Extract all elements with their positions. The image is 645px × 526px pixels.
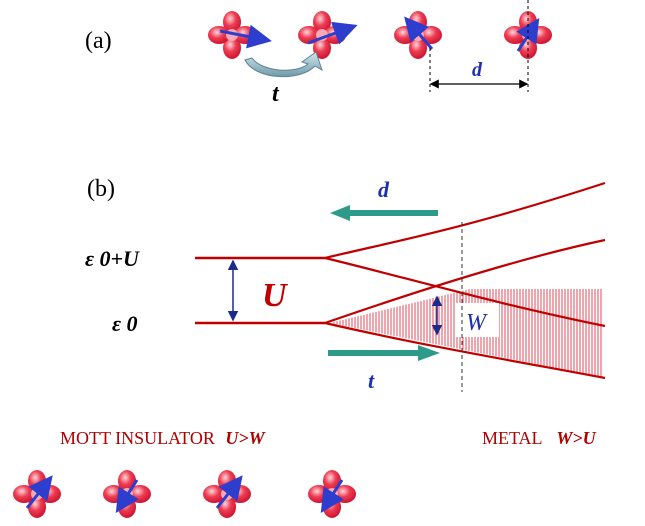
hopping-increase-arrow <box>328 345 440 361</box>
bottom-site-1-orbital <box>13 470 61 518</box>
site-3-orbital <box>394 11 442 59</box>
distance-label-a: d <box>472 59 483 81</box>
bandwidth-label: W <box>466 310 488 336</box>
bottom-site-4-orbital <box>308 470 356 518</box>
upper-level-label: ε 0+U <box>85 246 140 271</box>
panel-b-label: (b) <box>87 176 115 202</box>
site-1-orbital <box>208 11 272 59</box>
spin-arrow-1 <box>219 24 272 49</box>
insulator-condition: U>W <box>225 428 266 448</box>
distance-decrease-arrow <box>330 205 438 221</box>
lower-level-label: ε 0 <box>112 311 138 336</box>
hopping-label-a: t <box>272 81 280 107</box>
site-4-orbital <box>504 11 552 59</box>
distance-label-b: d <box>378 177 390 202</box>
upper-band-bottom-curve <box>324 256 606 328</box>
metal-label: METAL <box>482 428 542 448</box>
spin-arrow-2 <box>307 21 358 45</box>
lower-band-top-curve <box>324 238 606 325</box>
lower-band-bottom-curve <box>324 321 606 380</box>
upper-band-top-curve <box>324 181 606 260</box>
gap-label: U <box>262 277 289 314</box>
hopping-label-b: t <box>368 368 375 393</box>
hopping-curl-icon <box>244 51 323 78</box>
bottom-spin-arrow-1 <box>25 475 53 509</box>
metal-regime-label: METAL W>U <box>482 428 597 448</box>
panel-a-label: (a) <box>85 28 112 54</box>
bottom-site-2-orbital <box>103 470 151 518</box>
spin-arrow-3 <box>404 16 434 50</box>
metal-condition: W>U <box>556 428 596 448</box>
site-2-orbital <box>298 11 358 59</box>
bottom-spin-arrow-3 <box>215 475 243 509</box>
bottom-spin-arrow-2 <box>115 479 139 514</box>
bottom-spin-arrow-4 <box>320 479 344 514</box>
insulator-regime-label: MOTT INSULATOR U>W <box>60 428 267 448</box>
spin-arrow-4 <box>516 17 540 52</box>
bottom-site-3-orbital <box>203 470 251 518</box>
insulator-label: MOTT INSULATOR <box>60 428 215 448</box>
